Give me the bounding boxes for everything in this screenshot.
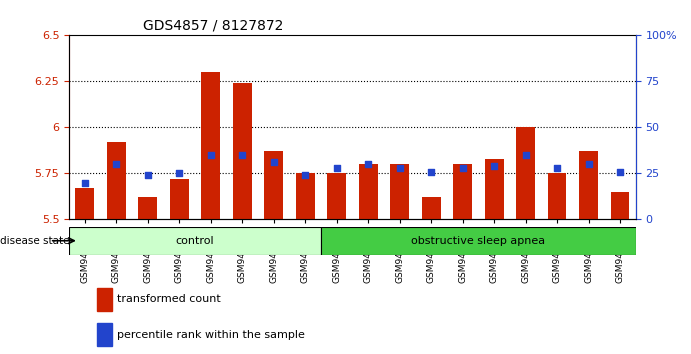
- Point: [237, 152, 248, 158]
- Text: transformed count: transformed count: [117, 295, 221, 304]
- Point: [583, 161, 594, 167]
- Point: [300, 172, 311, 178]
- Point: [142, 172, 153, 178]
- Bar: [547, 173, 567, 219]
- Bar: [579, 152, 598, 219]
- Point: [79, 180, 91, 185]
- Point: [457, 165, 468, 171]
- Point: [111, 161, 122, 167]
- Text: control: control: [176, 236, 214, 246]
- FancyBboxPatch shape: [69, 227, 321, 255]
- Bar: [233, 83, 252, 219]
- Point: [363, 161, 374, 167]
- Bar: [170, 179, 189, 219]
- Bar: [611, 192, 630, 219]
- Text: obstructive sleep apnea: obstructive sleep apnea: [411, 236, 545, 246]
- Bar: [107, 142, 126, 219]
- Point: [426, 169, 437, 175]
- Point: [331, 165, 342, 171]
- Bar: [97, 288, 112, 311]
- Bar: [516, 127, 535, 219]
- Bar: [264, 152, 283, 219]
- Bar: [75, 188, 94, 219]
- Point: [614, 169, 625, 175]
- Bar: [453, 164, 472, 219]
- Bar: [296, 173, 314, 219]
- Point: [173, 171, 184, 176]
- Text: percentile rank within the sample: percentile rank within the sample: [117, 330, 305, 339]
- Bar: [422, 198, 441, 219]
- Point: [520, 152, 531, 158]
- Bar: [138, 198, 158, 219]
- Bar: [390, 164, 409, 219]
- Point: [268, 160, 279, 165]
- Bar: [201, 72, 220, 219]
- Bar: [484, 159, 504, 219]
- Bar: [328, 173, 346, 219]
- Point: [205, 152, 216, 158]
- Point: [551, 165, 562, 171]
- Point: [394, 165, 405, 171]
- FancyBboxPatch shape: [321, 227, 636, 255]
- Bar: [97, 323, 112, 346]
- Text: GDS4857 / 8127872: GDS4857 / 8127872: [143, 19, 283, 33]
- Text: disease state: disease state: [0, 236, 70, 246]
- Bar: [359, 164, 377, 219]
- Point: [489, 163, 500, 169]
